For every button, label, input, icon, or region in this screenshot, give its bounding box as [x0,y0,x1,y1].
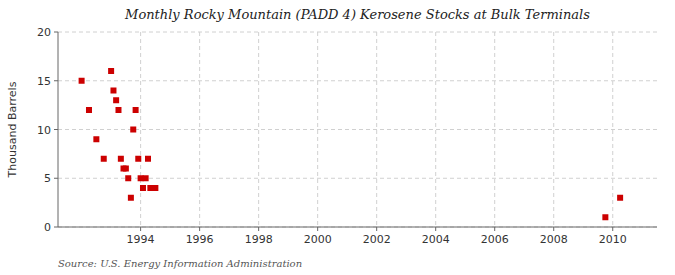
point [115,107,121,113]
tick-label: 1996 [186,233,214,246]
grid-line [553,32,554,227]
point [143,175,149,181]
grid-line [612,32,613,227]
points [79,68,624,220]
point [93,136,99,142]
grid-line [376,32,377,227]
point [79,78,85,84]
y-axis-line [58,32,59,227]
tick-mark [140,227,141,231]
tick-mark [612,227,613,231]
point [110,88,116,94]
grid [58,32,657,227]
point [152,185,158,191]
tick-label: 2006 [481,233,509,246]
tick-label: 1994 [127,233,155,246]
tick-label: 2008 [540,233,568,246]
tick-mark [54,178,58,179]
x-axis-line [58,227,657,228]
point [118,156,124,162]
point [123,166,129,172]
tick-mark [494,227,495,231]
tick-label: 1998 [245,233,273,246]
tick-mark [258,227,259,231]
axes: 0 5 10 15 20 1994 1996 1998 2000 2002 2004 2006 2008… [37,26,657,246]
point [86,107,92,113]
grid-line [435,32,436,227]
grid-line [58,129,657,130]
tick-mark [54,32,58,33]
tick-label: 0 [44,221,51,234]
point [140,185,146,191]
point [133,107,139,113]
tick-mark [435,227,436,231]
tick-mark [376,227,377,231]
tick-mark [54,227,58,228]
grid-line [140,32,141,227]
chart: 0 5 10 15 20 1994 1996 1998 2000 2002 2004 2006 2008… [0,0,675,275]
point [135,156,141,162]
point [145,156,151,162]
point [101,156,107,162]
grid-line [199,32,200,227]
tick-mark [317,227,318,231]
point [130,127,136,133]
tick-label: 2010 [599,233,627,246]
grid-line [494,32,495,227]
tick-label: 10 [37,124,51,137]
tick-mark [54,80,58,81]
tick-mark [553,227,554,231]
tick-mark [199,227,200,231]
point [617,195,623,201]
annotation: Source: U.S. Energy Information Administ… [58,258,302,269]
axis-label: Thousand Barrels [6,81,19,178]
grid-line [58,32,657,33]
point [128,195,134,201]
point [125,175,131,181]
grid-line [58,80,657,81]
tick-label: 5 [44,172,51,185]
title: Monthly Rocky Mountain (PADD 4) Kerosene… [124,7,590,22]
tick-label: 20 [37,26,51,39]
tick-label: 2000 [304,233,332,246]
tick-label: 15 [37,75,51,88]
tick-label: 2004 [422,233,450,246]
point [113,97,119,103]
tick-mark [54,129,58,130]
grid-line [58,227,657,228]
grid-line [317,32,318,227]
point [602,214,608,220]
tick-label: 2002 [363,233,391,246]
grid-line [258,32,259,227]
point [108,68,114,74]
